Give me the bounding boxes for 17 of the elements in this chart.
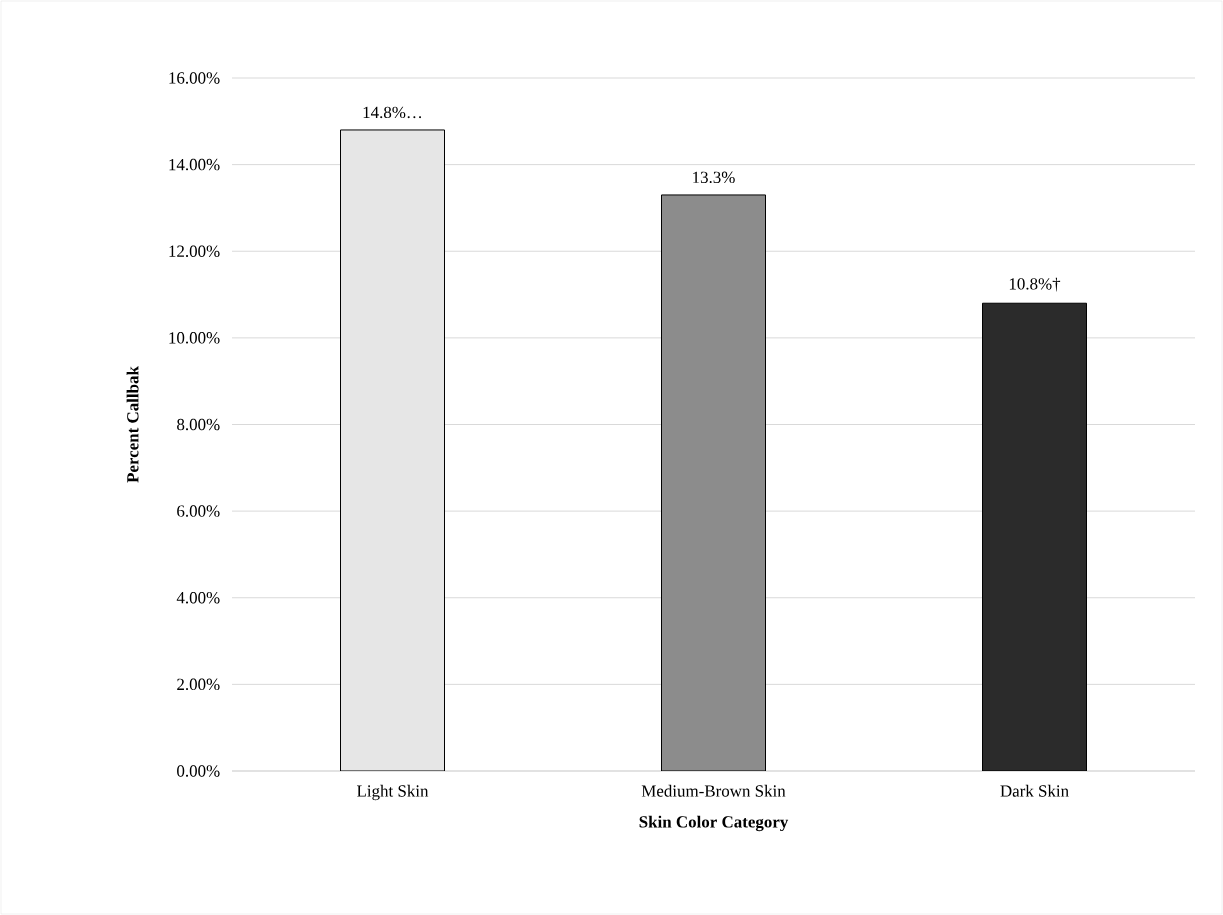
x-tick-label: Light Skin [356, 784, 429, 801]
y-tick-label: 2.00% [177, 678, 220, 691]
data-label: 13.3% [693, 171, 735, 184]
x-tick-label: Dark Skin [1000, 784, 1069, 797]
data-label: 10.8%† [1009, 277, 1061, 292]
y-tick-label: 0.00% [177, 765, 220, 777]
y-tick-label: 10.00% [169, 332, 220, 344]
x-axis-title: Skin Color Category [639, 815, 789, 832]
y-tick-label: 16.00% [169, 72, 220, 84]
y-axis-title: Percent Callbak [126, 366, 139, 483]
y-tick-label: 8.00% [177, 418, 220, 431]
y-tick-label: 12.00% [169, 245, 220, 257]
x-tick-label: Medium-Brown Skin [641, 784, 786, 797]
y-tick-label: 6.00% [177, 505, 220, 517]
y-tick-label: 4.00% [176, 591, 220, 604]
data-label: 14.8%… [363, 106, 422, 119]
y-tick-label: 14.00% [169, 158, 220, 171]
